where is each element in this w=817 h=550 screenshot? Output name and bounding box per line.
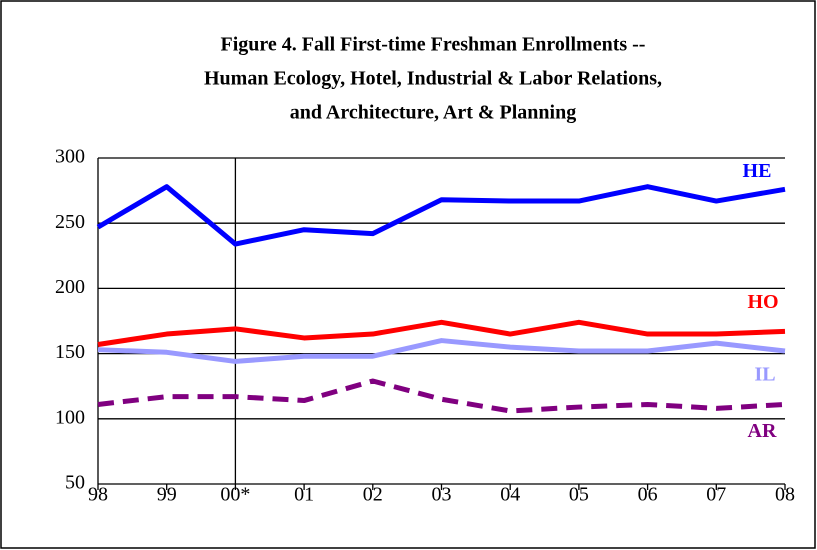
series-label: HE [743, 160, 772, 182]
series-line [97, 338, 786, 364]
x-tick-label: 02 [363, 484, 383, 506]
x-tick-label: 03 [432, 484, 452, 506]
y-tick-label: 150 [55, 341, 85, 363]
x-tick-label: 07 [706, 484, 726, 506]
x-tick-label: 98 [88, 484, 108, 506]
y-tick-label: 50 [65, 472, 85, 494]
x-tick-label: 05 [569, 484, 589, 506]
chart-title: and Architecture, Art & Planning [290, 102, 576, 124]
y-tick-label: 300 [55, 146, 85, 168]
x-tick-label: 06 [638, 484, 658, 506]
series-label: HO [747, 291, 778, 313]
chart-title: Figure 4. Fall First-time Freshman Enrol… [221, 34, 646, 56]
x-tick-label: 00* [220, 484, 250, 506]
series-label: AR [748, 420, 777, 442]
x-tick-label: 04 [500, 484, 520, 506]
y-tick-label: 200 [55, 276, 85, 298]
y-tick-label: 250 [55, 211, 85, 233]
x-tick-label: 01 [294, 484, 314, 506]
x-tick-label: 99 [157, 484, 177, 506]
chart-title: Human Ecology, Hotel, Industrial & Labor… [204, 68, 662, 90]
x-tick-label: 08 [775, 484, 795, 506]
series-line [97, 319, 786, 347]
series-line [96, 184, 786, 247]
series-label: IL [754, 364, 775, 386]
series-line [97, 378, 786, 414]
y-tick-label: 100 [55, 406, 85, 428]
